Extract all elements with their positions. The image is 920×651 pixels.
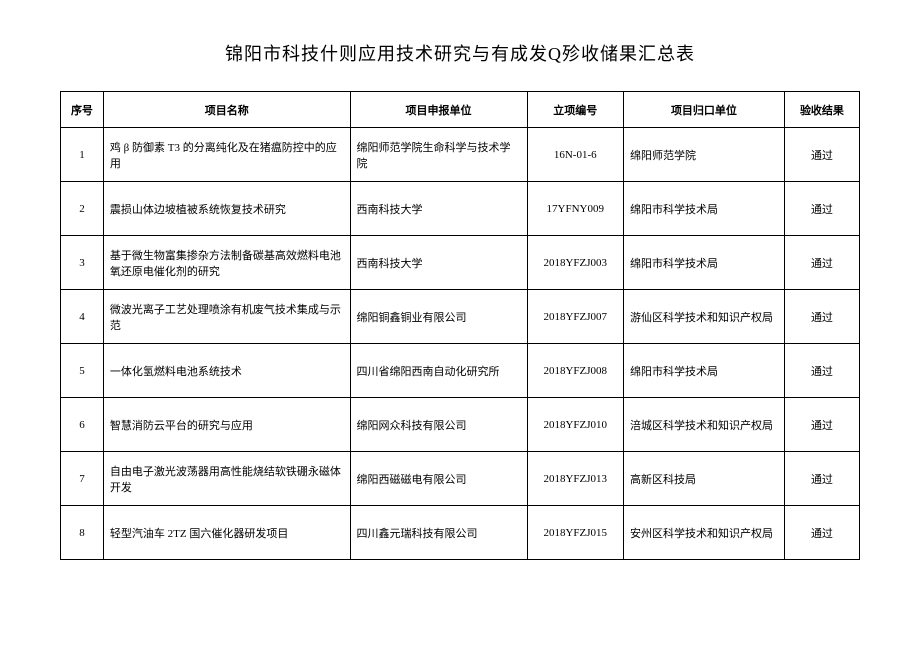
cell-project-name: 基于微生物富集掺杂方法制备碳基高效燃料电池氧还原电催化剂的研究 — [103, 236, 350, 290]
cell-result: 通过 — [784, 236, 859, 290]
table-row: 1 鸡 β 防御素 T3 的分离纯化及在猪瘟防控中的应用 绵阳师范学院生命科学与… — [61, 128, 860, 182]
cell-result: 通过 — [784, 398, 859, 452]
cell-code: 17YFNY009 — [527, 182, 624, 236]
cell-seq: 1 — [61, 128, 104, 182]
table-row: 3 基于微生物富集掺杂方法制备碳基高效燃料电池氧还原电催化剂的研究 西南科技大学… — [61, 236, 860, 290]
header-dept: 项目归口单位 — [624, 92, 785, 128]
cell-seq: 4 — [61, 290, 104, 344]
cell-result: 通过 — [784, 290, 859, 344]
cell-code: 2018YFZJ008 — [527, 344, 624, 398]
header-result: 验收结果 — [784, 92, 859, 128]
cell-apply-org: 四川鑫元瑞科技有限公司 — [350, 506, 527, 560]
cell-result: 通过 — [784, 344, 859, 398]
cell-dept: 游仙区科学技术和知识产权局 — [624, 290, 785, 344]
cell-code: 2018YFZJ007 — [527, 290, 624, 344]
cell-seq: 8 — [61, 506, 104, 560]
table-row: 7 自由电子激光波荡器用高性能烧结软铁硼永磁体开发 绵阳西磁磁电有限公司 201… — [61, 452, 860, 506]
cell-dept: 绵阳市科学技术局 — [624, 236, 785, 290]
header-project-name: 项目名称 — [103, 92, 350, 128]
cell-dept: 涪城区科学技术和知识产权局 — [624, 398, 785, 452]
cell-apply-org: 绵阳师范学院生命科学与技术学院 — [350, 128, 527, 182]
header-seq: 序号 — [61, 92, 104, 128]
cell-project-name: 轻型汽油车 2TZ 国六催化器研发项目 — [103, 506, 350, 560]
cell-apply-org: 四川省绵阳西南自动化研究所 — [350, 344, 527, 398]
cell-project-name: 微波光离子工艺处理喷涂有机废气技术集成与示范 — [103, 290, 350, 344]
cell-result: 通过 — [784, 452, 859, 506]
header-apply-org: 项目申报单位 — [350, 92, 527, 128]
cell-project-name: 震损山体边坡植被系统恢复技术研究 — [103, 182, 350, 236]
cell-project-name: 一体化氢燃料电池系统技术 — [103, 344, 350, 398]
cell-apply-org: 西南科技大学 — [350, 182, 527, 236]
table-row: 2 震损山体边坡植被系统恢复技术研究 西南科技大学 17YFNY009 绵阳市科… — [61, 182, 860, 236]
cell-seq: 3 — [61, 236, 104, 290]
cell-apply-org: 西南科技大学 — [350, 236, 527, 290]
cell-dept: 绵阳市科学技术局 — [624, 182, 785, 236]
cell-result: 通过 — [784, 182, 859, 236]
cell-seq: 2 — [61, 182, 104, 236]
table-row: 6 智慧消防云平台的研究与应用 绵阳网众科技有限公司 2018YFZJ010 涪… — [61, 398, 860, 452]
cell-dept: 安州区科学技术和知识产权局 — [624, 506, 785, 560]
cell-dept: 高新区科技局 — [624, 452, 785, 506]
cell-code: 16N-01-6 — [527, 128, 624, 182]
page-title: 锦阳市科技什则应用技术研究与有成发Q殄收储果汇总表 — [60, 40, 860, 66]
table-body: 1 鸡 β 防御素 T3 的分离纯化及在猪瘟防控中的应用 绵阳师范学院生命科学与… — [61, 128, 860, 560]
cell-project-name: 智慧消防云平台的研究与应用 — [103, 398, 350, 452]
projects-table: 序号 项目名称 项目申报单位 立项编号 项目归口单位 验收结果 1 鸡 β 防御… — [60, 91, 860, 560]
cell-project-name: 鸡 β 防御素 T3 的分离纯化及在猪瘟防控中的应用 — [103, 128, 350, 182]
cell-seq: 5 — [61, 344, 104, 398]
table-row: 5 一体化氢燃料电池系统技术 四川省绵阳西南自动化研究所 2018YFZJ008… — [61, 344, 860, 398]
cell-seq: 7 — [61, 452, 104, 506]
table-row: 8 轻型汽油车 2TZ 国六催化器研发项目 四川鑫元瑞科技有限公司 2018YF… — [61, 506, 860, 560]
table-row: 4 微波光离子工艺处理喷涂有机废气技术集成与示范 绵阳铜鑫铜业有限公司 2018… — [61, 290, 860, 344]
cell-dept: 绵阳师范学院 — [624, 128, 785, 182]
cell-code: 2018YFZJ003 — [527, 236, 624, 290]
table-header-row: 序号 项目名称 项目申报单位 立项编号 项目归口单位 验收结果 — [61, 92, 860, 128]
cell-apply-org: 绵阳西磁磁电有限公司 — [350, 452, 527, 506]
header-code: 立项编号 — [527, 92, 624, 128]
cell-apply-org: 绵阳网众科技有限公司 — [350, 398, 527, 452]
cell-result: 通过 — [784, 128, 859, 182]
cell-code: 2018YFZJ015 — [527, 506, 624, 560]
cell-seq: 6 — [61, 398, 104, 452]
cell-code: 2018YFZJ013 — [527, 452, 624, 506]
cell-result: 通过 — [784, 506, 859, 560]
cell-code: 2018YFZJ010 — [527, 398, 624, 452]
cell-apply-org: 绵阳铜鑫铜业有限公司 — [350, 290, 527, 344]
cell-dept: 绵阳市科学技术局 — [624, 344, 785, 398]
cell-project-name: 自由电子激光波荡器用高性能烧结软铁硼永磁体开发 — [103, 452, 350, 506]
